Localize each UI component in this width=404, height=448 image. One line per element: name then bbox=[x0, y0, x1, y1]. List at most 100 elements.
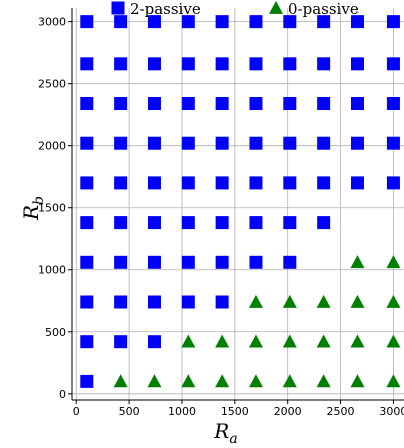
data-point-square bbox=[181, 57, 195, 71]
data-point-square bbox=[215, 97, 229, 111]
data-point-square bbox=[317, 136, 331, 150]
y-tick-label: 0 bbox=[59, 388, 66, 401]
data-point-square bbox=[181, 176, 195, 190]
data-point-square bbox=[114, 216, 128, 230]
data-point-square bbox=[147, 216, 161, 230]
data-point-square bbox=[215, 15, 229, 29]
data-point-square bbox=[350, 57, 364, 71]
legend: 2-passive 0-passive bbox=[111, 0, 359, 18]
data-point-square bbox=[114, 136, 128, 150]
data-point-square bbox=[215, 295, 229, 309]
data-point-square bbox=[181, 255, 195, 269]
data-point-square bbox=[283, 136, 297, 150]
data-point-triangle bbox=[181, 374, 196, 388]
data-point-triangle bbox=[248, 334, 263, 348]
x-tick-label: 500 bbox=[119, 405, 140, 418]
data-point-triangle bbox=[248, 294, 263, 308]
data-point-square bbox=[350, 97, 364, 111]
data-point-square bbox=[283, 15, 297, 29]
data-point-triangle bbox=[386, 294, 401, 308]
legend-label: 2-passive bbox=[130, 0, 201, 18]
data-point-square bbox=[114, 255, 128, 269]
data-point-square bbox=[80, 335, 94, 349]
data-point-triangle bbox=[386, 255, 401, 269]
data-point-square bbox=[80, 216, 94, 230]
x-tick-label: 2500 bbox=[327, 405, 355, 418]
data-point-square bbox=[317, 15, 331, 29]
data-point-square bbox=[249, 57, 263, 71]
data-point-square bbox=[249, 216, 263, 230]
y-tick-label: 500 bbox=[45, 326, 66, 339]
data-point-square bbox=[215, 255, 229, 269]
data-point-square bbox=[147, 255, 161, 269]
data-point-triangle bbox=[316, 294, 331, 308]
data-point-square bbox=[386, 136, 400, 150]
x-axis-ticks: 0 500 1000 1500 2000 2500 3000 bbox=[73, 400, 404, 418]
data-point-square bbox=[317, 176, 331, 190]
legend-triangle-icon bbox=[269, 0, 283, 14]
data-point-square bbox=[80, 176, 94, 190]
data-point-square bbox=[386, 57, 400, 71]
data-point-triangle bbox=[181, 334, 196, 348]
data-point-square bbox=[80, 57, 94, 71]
y-axis-title: Rb bbox=[19, 196, 47, 221]
data-point-triangle bbox=[282, 294, 297, 308]
data-point-square bbox=[147, 335, 161, 349]
data-point-square bbox=[181, 136, 195, 150]
data-point-square bbox=[147, 57, 161, 71]
data-point-square bbox=[249, 136, 263, 150]
plot-frame bbox=[71, 8, 404, 401]
data-point-square bbox=[114, 176, 128, 190]
data-point-square bbox=[80, 255, 94, 269]
data-point-square bbox=[386, 97, 400, 111]
data-point-square bbox=[215, 216, 229, 230]
x-tick-label: 2000 bbox=[274, 405, 302, 418]
grid bbox=[72, 8, 404, 400]
x-tick-label: 1000 bbox=[168, 405, 196, 418]
data-point-square bbox=[147, 176, 161, 190]
data-point-square bbox=[114, 97, 128, 111]
data-point-square bbox=[181, 97, 195, 111]
data-point-square bbox=[147, 15, 161, 29]
data-point-square bbox=[80, 295, 94, 309]
data-point-square bbox=[350, 136, 364, 150]
data-point-square bbox=[80, 374, 94, 388]
data-point-square bbox=[317, 57, 331, 71]
data-point-triangle bbox=[386, 334, 401, 348]
data-point-triangle bbox=[248, 374, 263, 388]
data-point-square bbox=[317, 97, 331, 111]
x-tick-label: 3000 bbox=[379, 405, 404, 418]
data-point-square bbox=[350, 15, 364, 29]
y-tick-label: 1500 bbox=[38, 202, 66, 215]
y-tick-label: 3000 bbox=[38, 16, 66, 29]
data-point-triangle bbox=[282, 374, 297, 388]
data-point-square bbox=[114, 15, 128, 29]
data-point-square bbox=[80, 97, 94, 111]
data-point-square bbox=[181, 295, 195, 309]
data-point-triangle bbox=[316, 334, 331, 348]
data-point-square bbox=[80, 136, 94, 150]
data-point-square bbox=[147, 97, 161, 111]
legend-label: 0-passive bbox=[288, 0, 359, 18]
data-point-triangle bbox=[215, 374, 230, 388]
data-point-square bbox=[114, 57, 128, 71]
data-point-square bbox=[249, 255, 263, 269]
data-point-square bbox=[147, 295, 161, 309]
data-point-square bbox=[283, 255, 297, 269]
y-axis-ticks: 0 500 1000 1500 2000 2500 3000 bbox=[38, 16, 72, 401]
data-point-square bbox=[283, 176, 297, 190]
data-point-square bbox=[181, 216, 195, 230]
y-tick-label: 2000 bbox=[38, 140, 66, 153]
data-point-square bbox=[283, 216, 297, 230]
x-tick-label: 1500 bbox=[221, 405, 249, 418]
data-point-triangle bbox=[282, 334, 297, 348]
data-point-square bbox=[114, 335, 128, 349]
data-point-triangle bbox=[147, 374, 162, 388]
data-point-triangle bbox=[350, 294, 365, 308]
data-point-square bbox=[283, 57, 297, 71]
data-point-square bbox=[80, 15, 94, 29]
data-point-square bbox=[215, 136, 229, 150]
data-point-square bbox=[249, 97, 263, 111]
data-point-square bbox=[147, 136, 161, 150]
legend-square-icon bbox=[111, 1, 125, 15]
